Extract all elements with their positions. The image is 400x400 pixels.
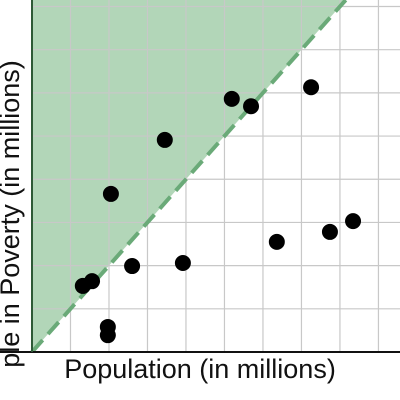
data-point <box>321 223 338 240</box>
x-label-background <box>0 352 400 400</box>
data-point <box>84 273 101 290</box>
data-point <box>243 98 260 115</box>
data-point <box>268 233 285 250</box>
shaded-region <box>32 0 346 352</box>
data-point <box>156 131 173 148</box>
data-point <box>174 255 191 272</box>
x-axis-label: Population (in millions) <box>64 354 336 384</box>
data-point <box>303 79 320 96</box>
data-point <box>102 185 119 202</box>
data-point <box>99 327 116 344</box>
plot-area <box>30 0 400 354</box>
data-point <box>124 258 141 275</box>
data-point <box>345 213 362 230</box>
data-point <box>223 90 240 107</box>
y-axis-label: ple in Poverty (in millions) <box>0 60 25 368</box>
